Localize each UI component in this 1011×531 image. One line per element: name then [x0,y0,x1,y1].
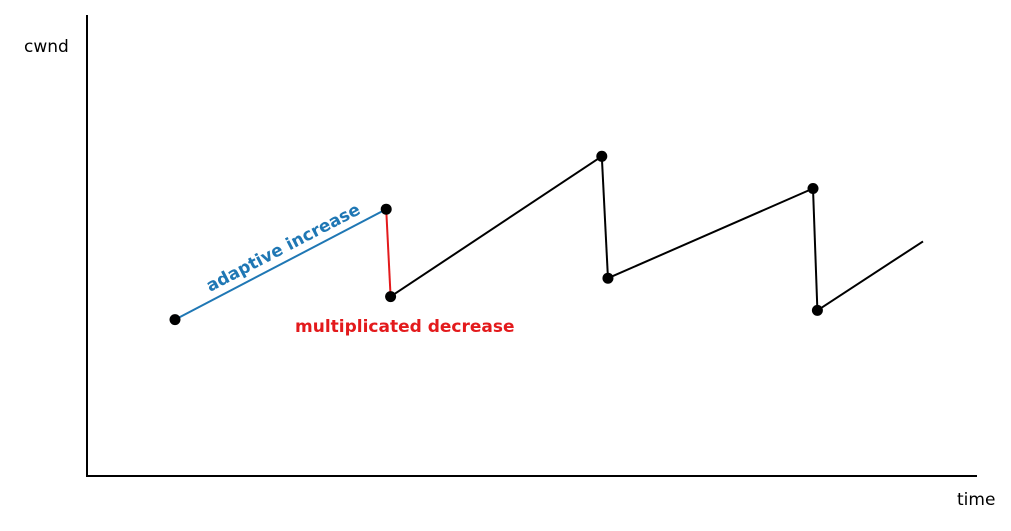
data-point-5 [807,183,819,194]
line-segments [174,155,924,321]
data-point-4 [602,272,614,284]
data-point-2 [385,291,397,303]
segment-other-4 [607,187,814,280]
multiplicated-decrease-label: multiplicated decrease [295,317,515,337]
segment-decrease-1 [385,209,392,297]
segment-other-6 [816,240,924,312]
x-axis-label: time [957,490,995,510]
segment-other-2 [390,155,603,298]
data-point-1 [380,203,392,215]
data-point-6 [811,304,823,316]
axes [86,15,977,477]
adaptive-increase-label: adaptive increase [203,200,364,297]
segment-other-5 [812,188,819,311]
segment-increase-0 [174,208,387,321]
segment-other-3 [600,156,609,279]
data-point-3 [596,150,608,162]
y-axis-label: cwnd [24,37,69,57]
data-markers [169,150,823,326]
data-point-0 [169,314,181,326]
